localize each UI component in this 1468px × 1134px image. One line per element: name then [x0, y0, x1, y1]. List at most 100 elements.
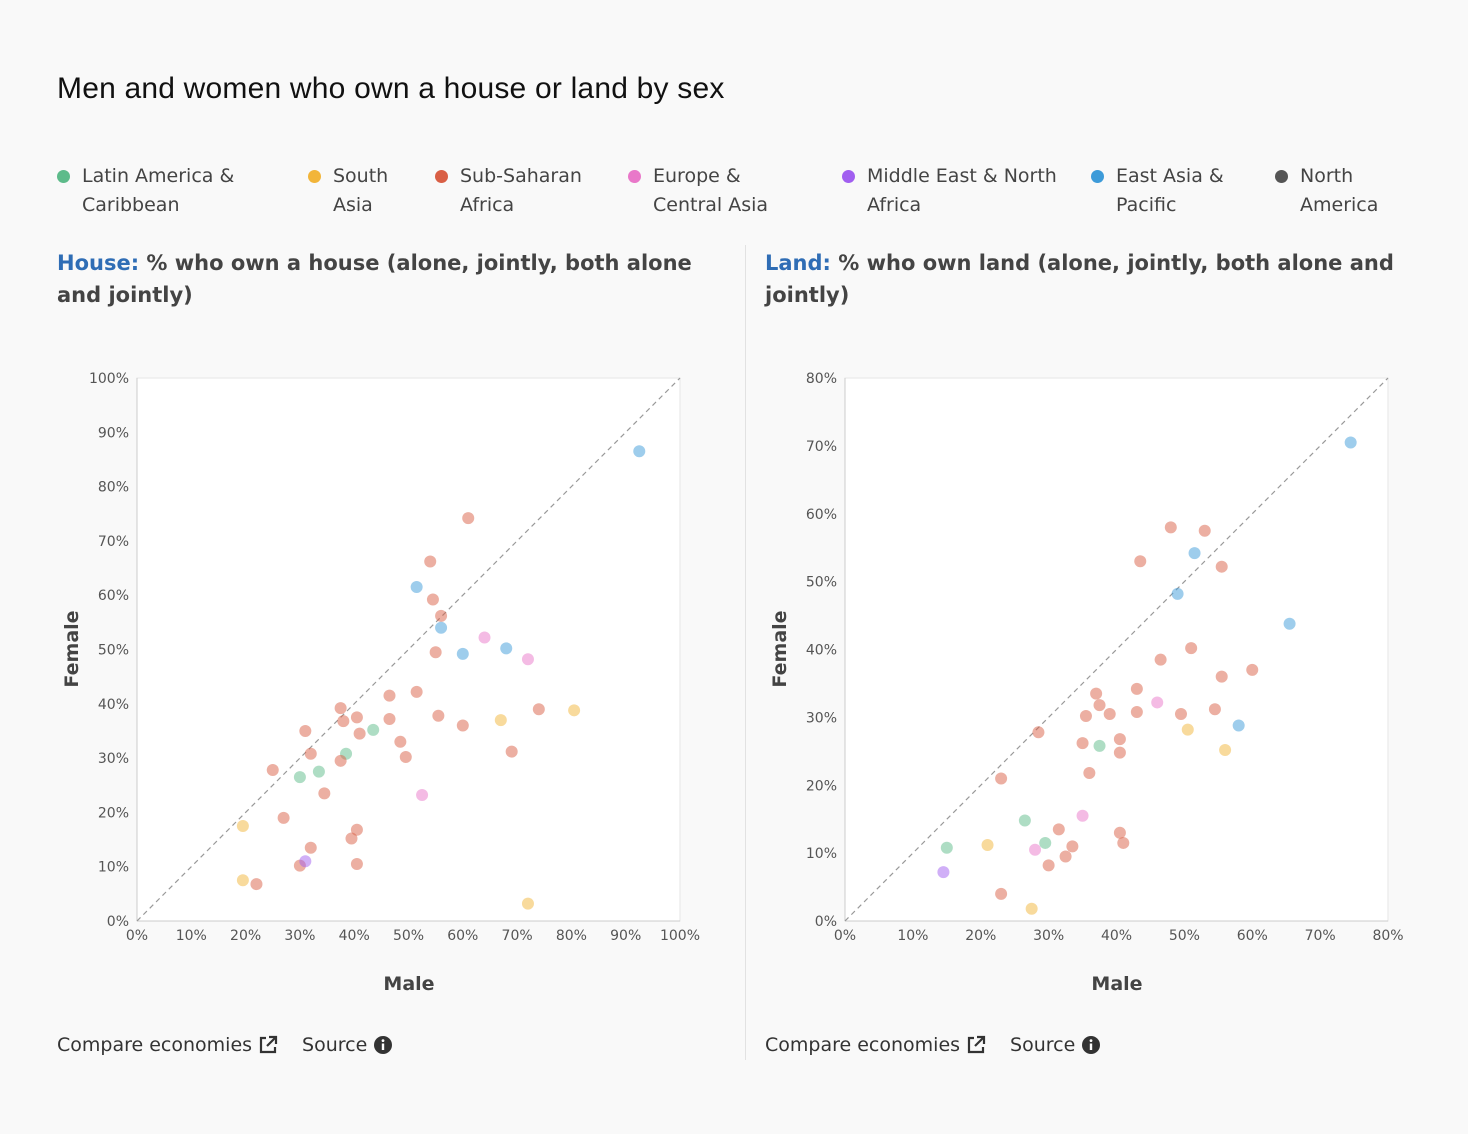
- house-data-point[interactable]: [299, 855, 312, 868]
- house-data-point[interactable]: [435, 621, 448, 634]
- house-data-point[interactable]: [334, 754, 347, 767]
- land-data-point[interactable]: [1154, 653, 1167, 666]
- land-data-point[interactable]: [1039, 836, 1052, 849]
- legend-item-latin-america[interactable]: Latin America & Caribbean: [57, 162, 234, 220]
- land-data-point[interactable]: [1185, 642, 1198, 655]
- house-data-point[interactable]: [367, 723, 380, 736]
- house-data-point[interactable]: [426, 593, 439, 606]
- land-data-point[interactable]: [1181, 723, 1194, 736]
- legend-item-north-america[interactable]: North America: [1275, 162, 1378, 220]
- house-data-point[interactable]: [353, 727, 366, 740]
- house-data-point[interactable]: [410, 581, 423, 594]
- house-data-point[interactable]: [416, 789, 429, 802]
- compare-economies-link[interactable]: Compare economies: [57, 1034, 278, 1056]
- land-data-point[interactable]: [1117, 836, 1130, 849]
- land-data-point[interactable]: [995, 772, 1008, 785]
- house-data-point[interactable]: [236, 819, 249, 832]
- house-data-point[interactable]: [394, 735, 407, 748]
- land-data-point[interactable]: [1215, 560, 1228, 573]
- land-data-point[interactable]: [1130, 705, 1143, 718]
- land-data-point[interactable]: [1059, 850, 1072, 863]
- land-data-point[interactable]: [1171, 587, 1184, 600]
- house-data-point[interactable]: [568, 704, 581, 717]
- land-data-point[interactable]: [1219, 743, 1232, 756]
- house-data-point[interactable]: [350, 823, 363, 836]
- land-data-point[interactable]: [1103, 707, 1116, 720]
- land-data-point[interactable]: [1198, 524, 1211, 537]
- land-data-point[interactable]: [1344, 436, 1357, 449]
- house-data-point[interactable]: [424, 555, 437, 568]
- house-data-point[interactable]: [350, 857, 363, 870]
- land-data-point[interactable]: [981, 838, 994, 851]
- house-data-point[interactable]: [521, 897, 534, 910]
- land-data-point[interactable]: [1246, 663, 1259, 676]
- land-data-point[interactable]: [1083, 767, 1096, 780]
- land-data-point[interactable]: [1134, 555, 1147, 568]
- land-data-point[interactable]: [1076, 809, 1089, 822]
- compare-economies-link[interactable]: Compare economies: [765, 1034, 986, 1056]
- house-data-point[interactable]: [500, 642, 513, 655]
- house-data-point[interactable]: [304, 747, 317, 760]
- house-data-point[interactable]: [293, 771, 306, 784]
- land-data-point[interactable]: [1029, 843, 1042, 856]
- house-data-point[interactable]: [505, 745, 518, 758]
- land-data-point[interactable]: [1174, 707, 1187, 720]
- land-data-point[interactable]: [1079, 710, 1092, 723]
- land-data-point[interactable]: [1113, 733, 1126, 746]
- house-data-point[interactable]: [337, 715, 350, 728]
- land-data-point[interactable]: [1164, 521, 1177, 534]
- land-data-point[interactable]: [1042, 859, 1055, 872]
- legend-item-sub-saharan-africa[interactable]: Sub-Saharan Africa: [435, 162, 582, 220]
- land-data-point[interactable]: [1093, 699, 1106, 712]
- house-data-point[interactable]: [456, 647, 469, 660]
- land-data-point[interactable]: [1283, 617, 1296, 630]
- house-data-point[interactable]: [299, 724, 312, 737]
- house-data-point[interactable]: [250, 878, 263, 891]
- land-data-point[interactable]: [1215, 670, 1228, 683]
- land-data-point[interactable]: [1151, 696, 1164, 709]
- land-data-point[interactable]: [1113, 746, 1126, 759]
- house-data-point[interactable]: [429, 646, 442, 659]
- legend-item-middle-east-north-africa[interactable]: Middle East & North Africa: [842, 162, 1057, 220]
- land-data-point[interactable]: [1025, 902, 1038, 915]
- source-link[interactable]: Source: [302, 1034, 393, 1056]
- land-data-point[interactable]: [1052, 823, 1065, 836]
- house-data-point[interactable]: [633, 445, 646, 458]
- house-data-point[interactable]: [304, 841, 317, 854]
- house-data-point[interactable]: [236, 874, 249, 887]
- house-data-point[interactable]: [462, 512, 475, 525]
- land-data-point[interactable]: [995, 887, 1008, 900]
- legend-item-europe-central-asia[interactable]: Europe & Central Asia: [628, 162, 768, 220]
- house-data-point[interactable]: [350, 711, 363, 724]
- land-data-point[interactable]: [1066, 840, 1079, 853]
- house-data-point[interactable]: [456, 719, 469, 732]
- land-data-point[interactable]: [1130, 682, 1143, 695]
- land-data-point[interactable]: [1032, 726, 1045, 739]
- house-data-point[interactable]: [266, 764, 279, 777]
- land-data-point[interactable]: [1093, 739, 1106, 752]
- land-data-point[interactable]: [1208, 703, 1221, 716]
- house-data-point[interactable]: [383, 713, 396, 726]
- house-data-point[interactable]: [383, 689, 396, 702]
- legend-item-east-asia-pacific[interactable]: East Asia & Pacific: [1091, 162, 1224, 220]
- house-data-point[interactable]: [312, 765, 325, 778]
- house-data-point[interactable]: [521, 653, 534, 666]
- land-data-point[interactable]: [1113, 826, 1126, 839]
- house-data-point[interactable]: [432, 709, 445, 722]
- land-data-point[interactable]: [1018, 814, 1031, 827]
- house-data-point[interactable]: [478, 631, 491, 644]
- legend-item-south-asia[interactable]: South Asia: [308, 162, 388, 220]
- land-data-point[interactable]: [1188, 547, 1201, 560]
- house-data-point[interactable]: [532, 703, 545, 716]
- land-data-point[interactable]: [940, 841, 953, 854]
- land-data-point[interactable]: [1076, 737, 1089, 750]
- house-data-point[interactable]: [494, 714, 507, 727]
- house-data-point[interactable]: [277, 811, 290, 824]
- house-data-point[interactable]: [410, 685, 423, 698]
- source-link[interactable]: Source: [1010, 1034, 1101, 1056]
- house-data-point[interactable]: [345, 832, 358, 845]
- land-data-point[interactable]: [937, 866, 950, 879]
- house-data-point[interactable]: [318, 787, 331, 800]
- house-data-point[interactable]: [334, 702, 347, 715]
- house-data-point[interactable]: [399, 751, 412, 764]
